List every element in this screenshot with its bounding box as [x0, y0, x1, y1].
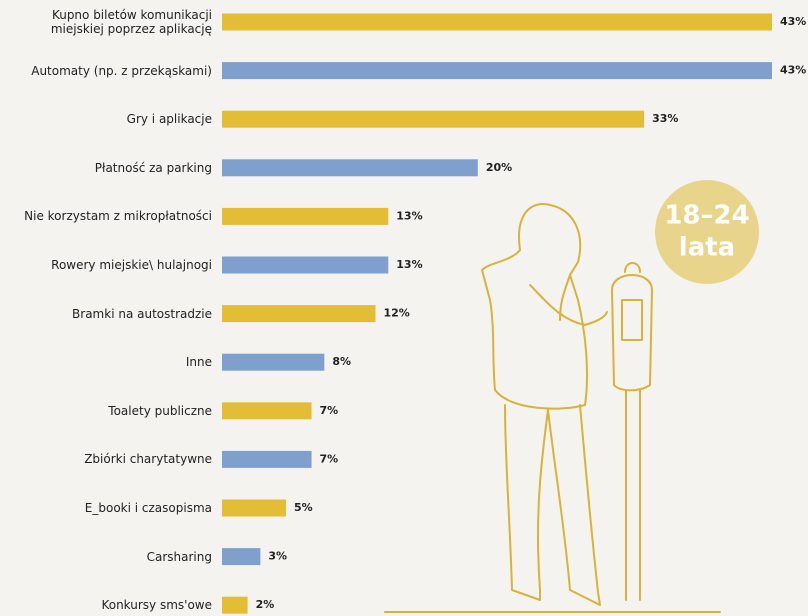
badge — [655, 180, 759, 284]
category-label: Rowery miejskie\ hulajnogi — [51, 258, 212, 272]
value-label: 33% — [652, 112, 678, 125]
category-label: Nie korzystam z mikropłatności — [24, 209, 212, 224]
value-label: 13% — [396, 258, 422, 271]
bar — [222, 110, 645, 128]
category-label: Inne — [185, 355, 212, 370]
bar — [222, 256, 389, 274]
category-label: Toalety publiczne — [108, 403, 212, 418]
value-label: 3% — [268, 550, 287, 563]
value-label: 7% — [320, 452, 339, 465]
category-label: E_booki i czasopisma — [84, 501, 212, 515]
bar — [222, 207, 389, 225]
category-label: Konkursy sms'owe — [101, 598, 212, 613]
bar — [222, 402, 312, 420]
value-label: 43% — [780, 64, 806, 77]
value-label: 43% — [780, 15, 806, 28]
value-label: 7% — [320, 404, 339, 417]
bar — [222, 499, 286, 517]
category-label: Płatność za parking — [94, 160, 212, 175]
bar — [222, 13, 772, 31]
value-label: 2% — [256, 598, 275, 611]
bar — [222, 450, 312, 468]
category-label: Kupno biletów komunikacji miejskiej popr… — [50, 8, 212, 36]
category-label: Bramki na autostradzie — [72, 306, 212, 321]
category-label: Carsharing — [146, 549, 212, 564]
bar — [222, 62, 772, 80]
bar — [222, 596, 248, 614]
value-label: 5% — [294, 501, 313, 514]
bar — [222, 159, 478, 177]
illustration — [384, 203, 721, 613]
badge-text: 18–24 — [664, 201, 749, 231]
value-label: 8% — [332, 355, 351, 368]
value-label: 13% — [396, 209, 422, 222]
value-label: 12% — [383, 307, 409, 320]
category-label: Zbiórki charytatywne — [84, 452, 212, 467]
category-label: Gry i aplikacje — [126, 112, 212, 127]
bar — [222, 305, 376, 323]
bar — [222, 548, 261, 566]
bar — [222, 353, 325, 371]
badge-text: lata — [679, 233, 735, 263]
value-label: 20% — [486, 161, 512, 174]
category-label: Automaty (np. z przekąskami) — [31, 63, 212, 78]
